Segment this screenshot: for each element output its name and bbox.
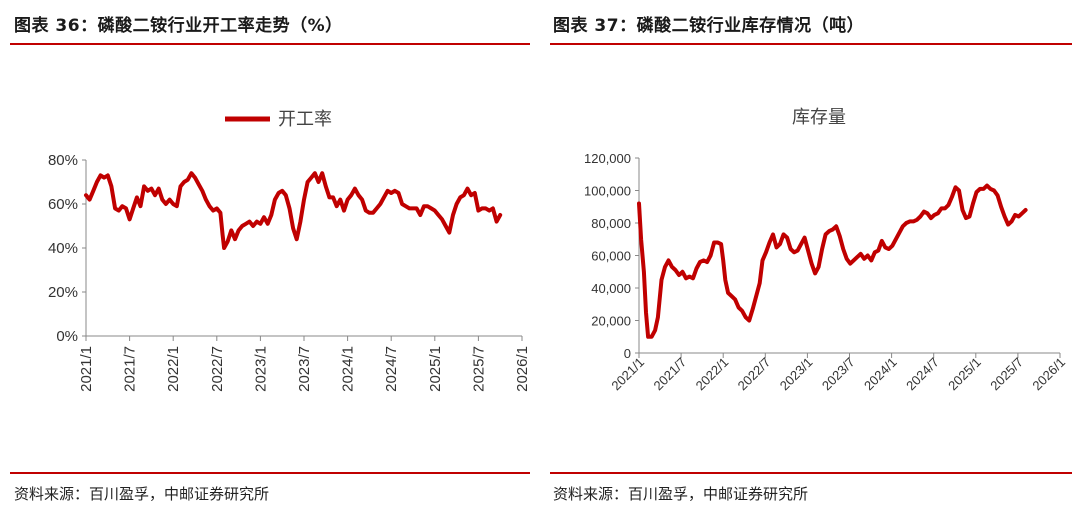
x-tick-label: 2022/1 — [693, 355, 732, 394]
y-tick-label: 40,000 — [591, 281, 631, 296]
x-tick-label: 2024/7 — [903, 355, 942, 394]
y-tick-label: 80% — [48, 152, 78, 169]
x-tick-label: 2024/1 — [861, 355, 900, 394]
x-tick-label: 2022/1 — [165, 346, 182, 392]
x-tick-label: 2023/7 — [296, 346, 313, 392]
y-tick-label: 100,000 — [584, 184, 631, 199]
operating-rate-chart: 0% 20% 40% 60% 80% 2021/1 2021/7 2022/1 2022/7 20… — [48, 109, 531, 392]
inventory-chart: 0 20,000 40,000 60,000 80,000 100,000 120,000 2… — [584, 107, 1068, 394]
y-tick-label: 60% — [48, 196, 78, 213]
series-line-0 — [84, 171, 503, 250]
series-line-0 — [637, 183, 1028, 339]
x-tick-label: 2024/1 — [340, 346, 357, 392]
x-tick-label: 2023/1 — [777, 355, 816, 394]
right-chart-title: 图表 37：磷酸二铵行业库存情况（吨） — [553, 16, 865, 36]
y-tick-label: 120,000 — [584, 151, 631, 166]
y-tick-label: 80,000 — [591, 216, 631, 231]
left-top-rule — [10, 43, 530, 45]
y-tick-label: 40% — [48, 240, 78, 257]
y-tick-label: 60,000 — [591, 249, 631, 264]
x-tick-label: 2025/1 — [427, 346, 444, 392]
y-tick-label: 0% — [56, 328, 78, 345]
left-bottom-rule — [10, 472, 530, 474]
x-tick-label: 2025/1 — [945, 355, 984, 394]
right-top-rule — [550, 43, 1072, 45]
x-tick-label: 2022/7 — [735, 355, 774, 394]
left-chart-title: 图表 36：磷酸二铵行业开工率走势（%） — [14, 16, 343, 36]
x-tick-label: 2024/7 — [383, 346, 400, 392]
x-tick-label: 2023/1 — [252, 346, 269, 392]
x-tick-label: 2025/7 — [987, 355, 1026, 394]
x-tick-label: 2026/1 — [514, 346, 531, 392]
chart-title: 库存量 — [792, 107, 846, 128]
right-source-note: 资料来源：百川盈孚，中邮证券研究所 — [553, 485, 809, 503]
x-tick-label: 2022/7 — [209, 346, 226, 392]
y-tick-label: 0 — [624, 346, 631, 361]
x-tick-label: 2023/7 — [819, 355, 858, 394]
left-source-note: 资料来源：百川盈孚，中邮证券研究所 — [14, 485, 270, 503]
right-bottom-rule — [550, 472, 1072, 474]
x-tick-label: 2025/7 — [470, 346, 487, 392]
y-tick-label: 20,000 — [591, 314, 631, 329]
legend-label: 开工率 — [278, 109, 332, 130]
x-tick-label: 2021/7 — [650, 355, 689, 394]
x-tick-label: 2021/1 — [78, 346, 95, 392]
y-tick-label: 20% — [48, 284, 78, 301]
x-tick-label: 2021/7 — [122, 346, 139, 392]
x-tick-label: 2026/1 — [1029, 355, 1068, 394]
